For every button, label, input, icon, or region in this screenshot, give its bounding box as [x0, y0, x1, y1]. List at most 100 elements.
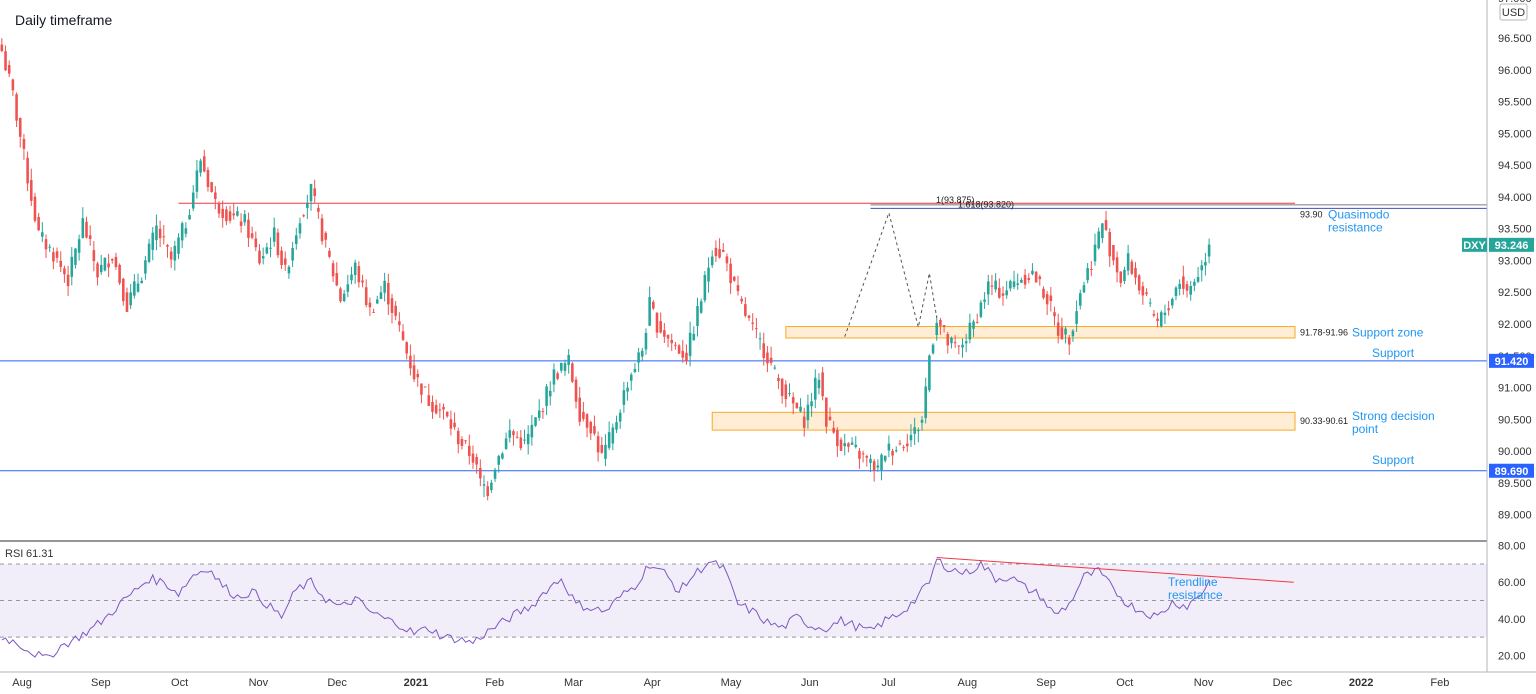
candle-body	[1159, 312, 1163, 327]
candle-body	[129, 292, 132, 306]
time-tick-label: Aug	[12, 677, 32, 689]
candle-body	[802, 416, 806, 428]
candle-body	[744, 304, 747, 316]
rsi-panel	[0, 563, 1487, 638]
support-upper-label: Support	[1372, 346, 1415, 360]
candle-body	[48, 246, 51, 248]
candle-body	[184, 228, 188, 234]
quasimodo-price-tag: 93.90	[1300, 209, 1323, 219]
price-tick-label: 90.000	[1498, 446, 1532, 458]
candle-body	[1049, 295, 1053, 302]
candle-body	[269, 247, 272, 249]
candle-body	[1053, 312, 1056, 317]
candle-body	[1196, 277, 1200, 282]
candle-body	[445, 411, 449, 417]
support-zone-rect[interactable]	[785, 326, 1296, 339]
candle-body	[387, 282, 390, 305]
candle-body	[703, 274, 707, 301]
candle-body	[151, 232, 155, 250]
candle-body	[276, 232, 280, 256]
time-tick-label: Oct	[171, 677, 188, 689]
candle-body	[950, 337, 953, 344]
last-price-label: 93.246	[1495, 240, 1529, 252]
candle-body	[162, 236, 166, 238]
support-upper-badge[interactable]: 91.420	[1489, 353, 1534, 368]
candle-body	[556, 373, 559, 379]
candle-body	[166, 244, 169, 247]
rsi-tick-label: 60.00	[1498, 577, 1526, 589]
price-axis[interactable]: 96.500 96.000 95.500 95.000 94.500 94.000 93.5…	[1498, 0, 1532, 522]
candle-body	[755, 328, 758, 330]
candle-body	[214, 192, 217, 199]
candle-body	[1056, 322, 1060, 336]
candle-body	[357, 266, 361, 283]
candle-body	[677, 345, 681, 354]
candle-body	[180, 223, 184, 241]
candle-body	[306, 202, 309, 208]
candle-body	[261, 256, 265, 259]
candle-body	[1045, 294, 1049, 305]
candle-body	[26, 157, 29, 184]
candle-body	[953, 342, 957, 344]
candle-body	[206, 170, 210, 188]
candle-body	[858, 450, 861, 459]
time-tick-label: Dec	[327, 677, 347, 689]
candle-body	[545, 386, 548, 406]
candle-body	[740, 298, 743, 302]
symbol-price-badge[interactable]: DXY 93.246	[1462, 237, 1534, 252]
candle-body	[924, 386, 927, 419]
candle-body	[335, 272, 339, 286]
candle-body	[1042, 288, 1045, 298]
candle-body	[530, 424, 534, 438]
candle-body	[607, 432, 611, 448]
candle-body	[1112, 245, 1115, 261]
rsi-trendline-resistance[interactable]	[936, 557, 1294, 583]
candle-body	[780, 378, 784, 397]
candle-body	[456, 430, 460, 445]
candle-body	[604, 444, 607, 459]
candle-body	[902, 447, 905, 449]
time-tick-label: 2022	[1349, 677, 1373, 689]
candle-body	[674, 344, 677, 346]
candle-body	[777, 377, 780, 381]
candle-body	[729, 263, 732, 284]
candle-body	[998, 287, 1001, 298]
currency-badge[interactable]: USD	[1499, 3, 1528, 21]
candle-body	[699, 301, 703, 313]
decision-zone-rect[interactable]	[711, 411, 1296, 431]
candle-body	[552, 369, 556, 385]
candle-body	[1064, 328, 1067, 335]
candle-body	[1123, 269, 1126, 282]
candle-body	[894, 450, 898, 452]
time-axis[interactable]: Aug Sep Oct Nov Dec 2021 Feb Mar Apr May Jun Jul Aug…	[12, 677, 1449, 689]
support-lower-badge[interactable]: 89.690	[1489, 463, 1534, 478]
support-zone-range-label: 91.78-91.96	[1300, 327, 1348, 337]
candle-body	[836, 429, 839, 447]
candle-body	[1060, 327, 1064, 340]
candle-body	[1067, 337, 1071, 345]
candle-body	[515, 436, 519, 438]
candle-body	[788, 392, 791, 394]
candle-body	[972, 321, 975, 329]
time-tick-label: Feb	[1430, 677, 1449, 689]
candle-body	[320, 218, 324, 242]
candle-body	[784, 384, 788, 400]
candle-body	[412, 365, 416, 380]
candle-body	[964, 341, 968, 344]
candle-body	[622, 390, 626, 405]
candle-body	[821, 372, 824, 397]
candle-body	[221, 208, 224, 218]
candle-body	[140, 280, 143, 284]
fib-level-1618-label: 1.618(93.820)	[958, 199, 1014, 209]
decision-label-line2: point	[1352, 422, 1379, 436]
candle-body	[4, 51, 7, 71]
candle-body	[1126, 253, 1130, 271]
candle-body	[659, 321, 662, 333]
candle-body	[103, 257, 107, 271]
quasimodo-label-line1: Quasimodo	[1328, 207, 1390, 221]
candle-body	[710, 256, 714, 266]
time-tick-label: 2021	[404, 677, 428, 689]
support-lower-label: Support	[1372, 453, 1415, 467]
rsi-axis[interactable]: 80.00 60.00 40.00 20.00	[1498, 541, 1526, 663]
